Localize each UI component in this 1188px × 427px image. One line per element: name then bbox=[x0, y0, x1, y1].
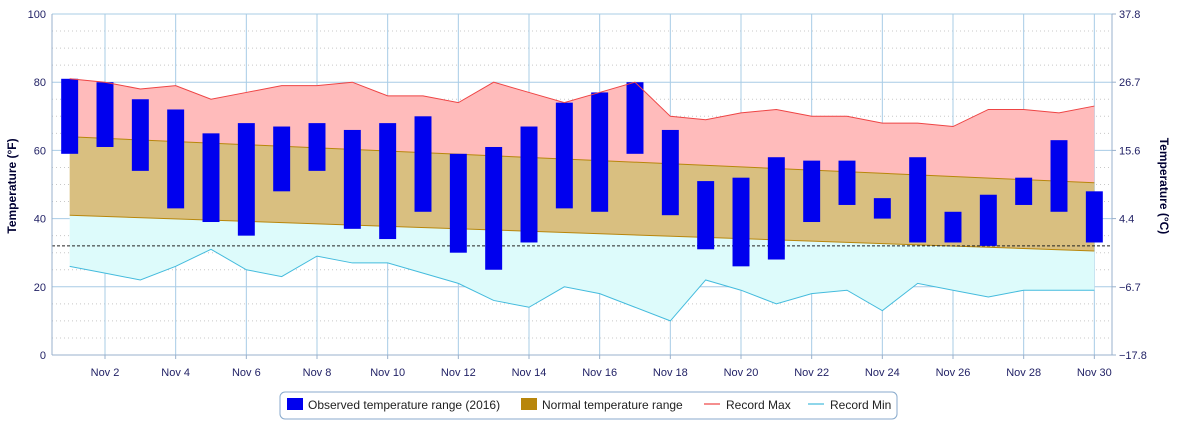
y-axis-title-left: Temperature (°F) bbox=[5, 138, 19, 233]
legend-label-record-min[interactable]: Record Min bbox=[830, 398, 891, 412]
y-tick-label-left: 40 bbox=[34, 214, 46, 226]
fill-layer bbox=[52, 78, 1112, 321]
observed-bar bbox=[485, 146, 503, 270]
x-tick-label: Nov 4 bbox=[161, 367, 190, 379]
x-tick-label: Nov 6 bbox=[232, 367, 261, 379]
y-tick-label-left: 20 bbox=[34, 282, 46, 294]
y-axis-title-right: Temperature (°C) bbox=[1157, 138, 1171, 235]
observed-bar bbox=[1050, 140, 1068, 212]
y-tick-label-left: 60 bbox=[34, 145, 46, 157]
record-min-band bbox=[69, 215, 1095, 321]
observed-bar bbox=[909, 157, 927, 243]
legend-swatch-observed[interactable] bbox=[287, 398, 303, 410]
record-min-line bbox=[69, 248, 1095, 322]
legend-label-normal[interactable]: Normal temperature range bbox=[542, 398, 683, 412]
observed-bar bbox=[237, 123, 255, 236]
observed-bar bbox=[449, 153, 467, 253]
observed-bar bbox=[520, 126, 538, 243]
observed-bar bbox=[732, 177, 750, 267]
x-tick-label: Nov 18 bbox=[653, 367, 688, 379]
x-tick-label: Nov 26 bbox=[936, 367, 971, 379]
y-tick-label-right: −17.8 bbox=[1119, 350, 1147, 362]
y-tick-label-right: −6.7 bbox=[1119, 282, 1141, 294]
x-tick-label: Nov 12 bbox=[441, 367, 476, 379]
observed-bar bbox=[591, 92, 609, 212]
legend-swatch-normal[interactable] bbox=[521, 398, 537, 410]
y-tick-label-left: 80 bbox=[34, 77, 46, 89]
legend: Observed temperature range (2016) Normal… bbox=[279, 391, 898, 420]
record-max-band bbox=[69, 78, 1095, 183]
observed-bar bbox=[273, 126, 291, 192]
observed-bar bbox=[414, 116, 432, 212]
axis-layer: 0 20 40 60 80 100 −17.8 −6.7 4.4 15.6 26.7 37.8 Nov … bbox=[28, 9, 1147, 379]
observed-bar bbox=[873, 198, 891, 219]
observed-bar bbox=[1015, 177, 1033, 205]
x-tick-label: Nov 16 bbox=[582, 367, 617, 379]
observed-bar bbox=[379, 123, 397, 240]
y-tick-label-right: 15.6 bbox=[1119, 145, 1140, 157]
legend-box bbox=[279, 391, 898, 420]
observed-bar bbox=[167, 109, 185, 209]
observed-bars bbox=[61, 78, 1103, 270]
observed-bar bbox=[1085, 191, 1103, 243]
observed-bar bbox=[61, 78, 79, 154]
observed-bar bbox=[202, 133, 220, 223]
y-tick-label-right: 4.4 bbox=[1119, 214, 1134, 226]
y-tick-label-left: 100 bbox=[28, 9, 46, 21]
observed-bar bbox=[803, 160, 821, 223]
observed-bar bbox=[944, 211, 962, 243]
x-tick-label: Nov 10 bbox=[370, 367, 405, 379]
y-tick-label-left: 0 bbox=[40, 350, 46, 362]
x-tick-label: Nov 14 bbox=[512, 367, 547, 379]
x-tick-label: Nov 28 bbox=[1006, 367, 1041, 379]
x-tick-label: Nov 8 bbox=[303, 367, 332, 379]
observed-bar bbox=[131, 99, 149, 171]
observed-bar bbox=[697, 181, 715, 250]
x-tick-label: Nov 2 bbox=[91, 367, 120, 379]
observed-bar bbox=[626, 82, 644, 154]
y-tick-label-right: 26.7 bbox=[1119, 77, 1140, 89]
x-tick-label: Nov 20 bbox=[724, 367, 759, 379]
legend-label-observed[interactable]: Observed temperature range (2016) bbox=[308, 398, 500, 412]
record-max-line bbox=[69, 78, 1095, 128]
observed-bar bbox=[555, 102, 573, 209]
observed-bar bbox=[838, 160, 856, 205]
x-tick-label: Nov 22 bbox=[794, 367, 829, 379]
y-tick-label-right: 37.8 bbox=[1119, 9, 1140, 21]
observed-bar bbox=[308, 123, 326, 171]
observed-bar bbox=[979, 194, 997, 246]
observed-bar bbox=[767, 157, 785, 260]
x-tick-label: Nov 30 bbox=[1077, 367, 1112, 379]
record-lines bbox=[69, 78, 1095, 322]
legend-label-record-max[interactable]: Record Max bbox=[726, 398, 791, 412]
normal-range-band bbox=[69, 136, 1095, 251]
observed-bar bbox=[343, 129, 361, 229]
observed-bar bbox=[661, 129, 679, 216]
observed-bar bbox=[96, 82, 114, 147]
x-tick-label: Nov 24 bbox=[865, 367, 900, 379]
